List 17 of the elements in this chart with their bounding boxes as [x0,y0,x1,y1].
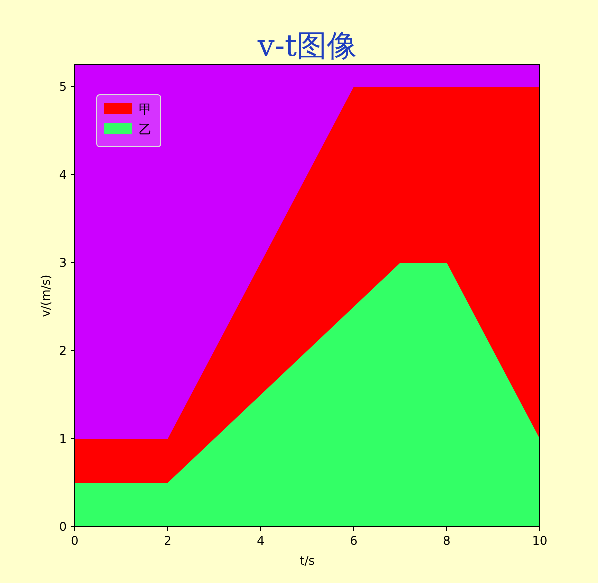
x-tick-label: 8 [443,534,451,548]
x-tick-label: 6 [350,534,358,548]
y-tick-label: 4 [59,168,67,182]
y-axis-title: v/(m/s) [39,274,53,318]
x-tick-label: 0 [71,534,79,548]
y-tick-label: 2 [59,344,67,358]
legend-label: 乙 [139,123,152,138]
x-axis-title: t/s [300,554,315,568]
y-tick-label: 5 [59,80,67,94]
y-tick-label: 1 [59,432,67,446]
x-tick-label: 2 [164,534,172,548]
chart-title: v-t图像 [256,29,358,64]
y-tick-label: 0 [59,520,67,534]
y-tick-label: 3 [59,256,67,270]
x-tick-label: 4 [257,534,265,548]
x-tick-label: 10 [532,534,548,548]
legend-label: 甲 [139,103,152,118]
